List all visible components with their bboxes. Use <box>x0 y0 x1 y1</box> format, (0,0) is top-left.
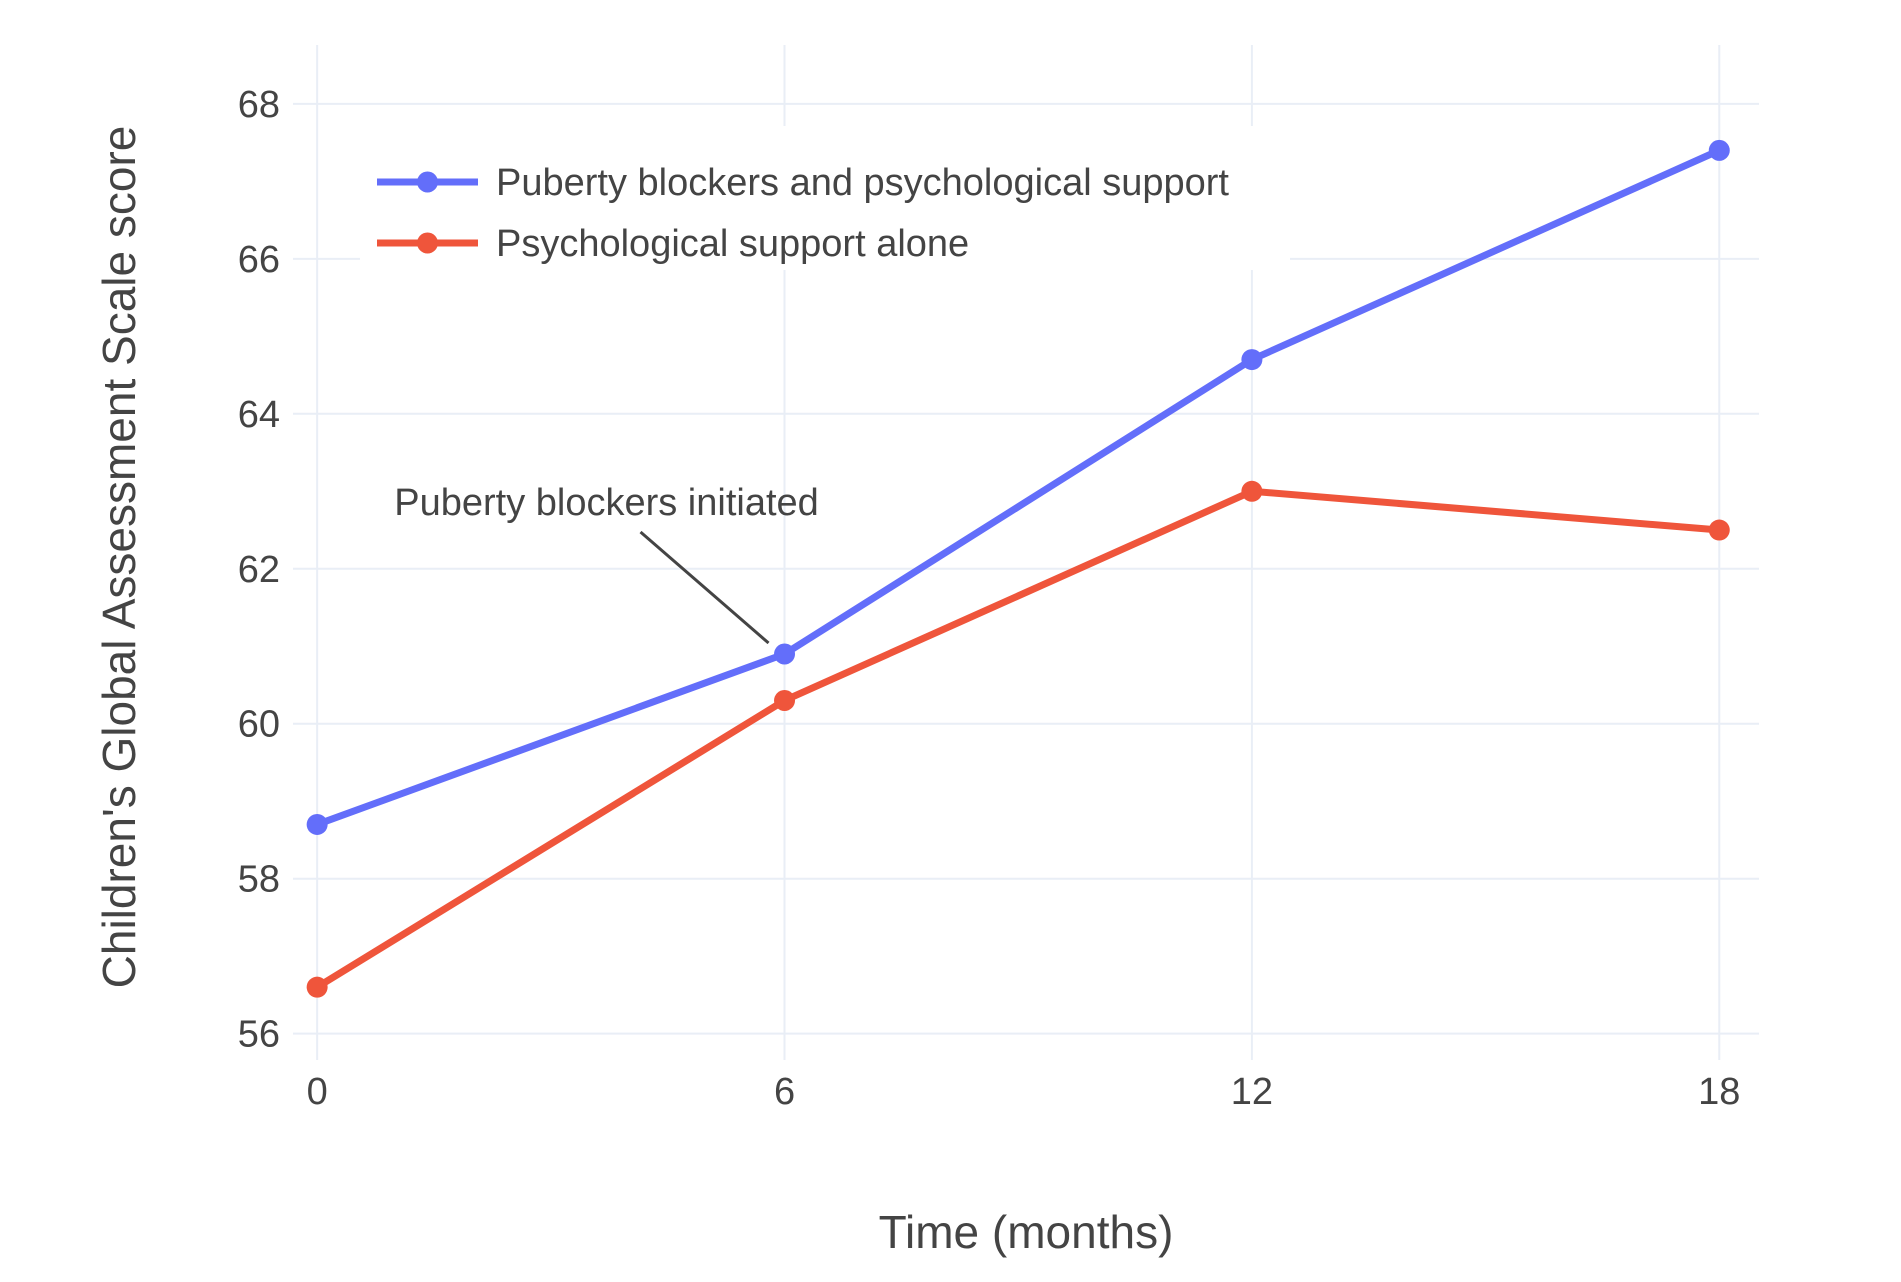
legend-item-puberty-blockers[interactable]: Puberty blockers and psychological suppo… <box>377 162 1229 204</box>
y-axis-title: Children's Global Assessment Scale score <box>93 126 145 989</box>
x-tick-label: 12 <box>1231 1071 1273 1113</box>
data-point[interactable] <box>306 976 328 998</box>
data-point[interactable] <box>1241 480 1263 502</box>
x-tick-label: 0 <box>307 1071 328 1113</box>
legend: Puberty blockers and psychological suppo… <box>360 126 1290 270</box>
annotation-pointer-line <box>639 530 770 645</box>
data-point[interactable] <box>1708 139 1730 161</box>
axis-tick-labels: 56 58 60 62 64 66 68 0 6 12 18 <box>238 84 1741 1113</box>
series-line <box>315 487 1720 991</box>
legend-marker-dot <box>417 171 438 193</box>
legend-item-psychological-support[interactable]: Psychological support alone <box>377 223 969 265</box>
x-tick-label: 6 <box>774 1071 795 1113</box>
series-line <box>315 147 1721 828</box>
annotation-text: Puberty blockers initiated <box>394 482 819 524</box>
y-tick-label: 66 <box>238 239 280 281</box>
legend-background <box>360 126 1290 270</box>
y-tick-label: 60 <box>238 704 280 746</box>
y-tick-label: 64 <box>238 394 280 436</box>
y-tick-label: 56 <box>238 1014 280 1056</box>
x-axis-title: Time (months) <box>879 1206 1174 1258</box>
y-tick-label: 68 <box>238 84 280 126</box>
legend-marker-dot <box>417 232 438 254</box>
data-point[interactable] <box>774 643 796 665</box>
data-point[interactable] <box>774 689 796 711</box>
data-point[interactable] <box>306 813 328 835</box>
data-point[interactable] <box>1708 519 1730 541</box>
y-tick-label: 62 <box>238 549 280 591</box>
annotation-group: Puberty blockers initiated <box>394 482 819 645</box>
series-1 <box>306 480 1730 998</box>
data-point[interactable] <box>1241 349 1263 371</box>
data-series <box>306 139 1730 998</box>
series-0 <box>306 139 1730 835</box>
legend-label: Puberty blockers and psychological suppo… <box>496 162 1229 204</box>
x-tick-label: 18 <box>1698 1071 1740 1113</box>
legend-label: Psychological support alone <box>496 223 969 265</box>
y-tick-label: 58 <box>238 859 280 901</box>
